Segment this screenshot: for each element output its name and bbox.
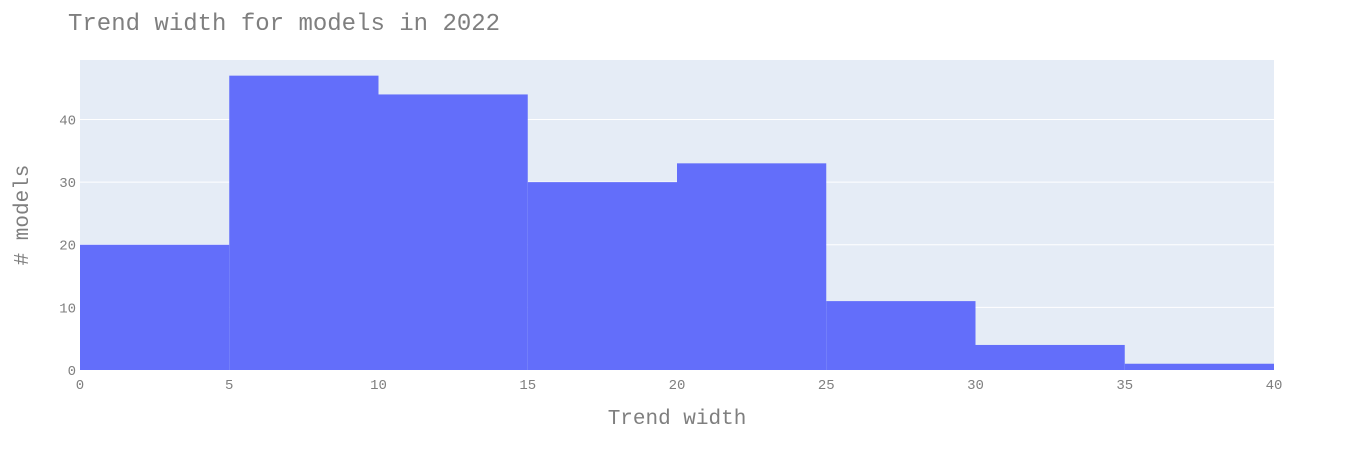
histogram-bar bbox=[80, 244, 230, 370]
x-tick-label: 35 bbox=[1116, 378, 1133, 394]
x-tick-label: 10 bbox=[370, 378, 387, 394]
y-tick-label: 0 bbox=[68, 364, 76, 380]
y-tick-label: 30 bbox=[59, 176, 76, 192]
histogram-bar bbox=[826, 301, 976, 370]
x-tick-label: 30 bbox=[967, 378, 984, 394]
y-tick-label: 40 bbox=[59, 113, 76, 129]
histogram-bar bbox=[229, 75, 379, 371]
histogram-bar bbox=[378, 94, 528, 370]
y-axis-label: # models bbox=[12, 165, 35, 266]
x-tick-label: 5 bbox=[225, 378, 233, 394]
x-tick-label: 25 bbox=[818, 378, 835, 394]
x-tick-labels: 0 5 10 15 20 25 30 35 40 bbox=[76, 378, 1283, 394]
chart-title: Trend width for models in 2022 bbox=[68, 11, 500, 38]
y-tick-labels: 0 10 20 30 40 bbox=[59, 113, 76, 380]
histogram-bar bbox=[677, 163, 827, 370]
x-tick-label: 0 bbox=[76, 378, 84, 394]
x-tick-label: 20 bbox=[669, 378, 686, 394]
histogram-bar bbox=[527, 182, 677, 370]
y-tick-label: 10 bbox=[59, 301, 76, 317]
x-axis-label: Trend width bbox=[608, 408, 747, 431]
histogram-bar bbox=[975, 344, 1125, 370]
x-tick-label: 15 bbox=[519, 378, 536, 394]
x-tick-label: 40 bbox=[1266, 378, 1283, 394]
histogram-bars bbox=[80, 75, 1274, 371]
histogram-bar bbox=[1124, 363, 1274, 370]
y-tick-label: 20 bbox=[59, 239, 76, 255]
